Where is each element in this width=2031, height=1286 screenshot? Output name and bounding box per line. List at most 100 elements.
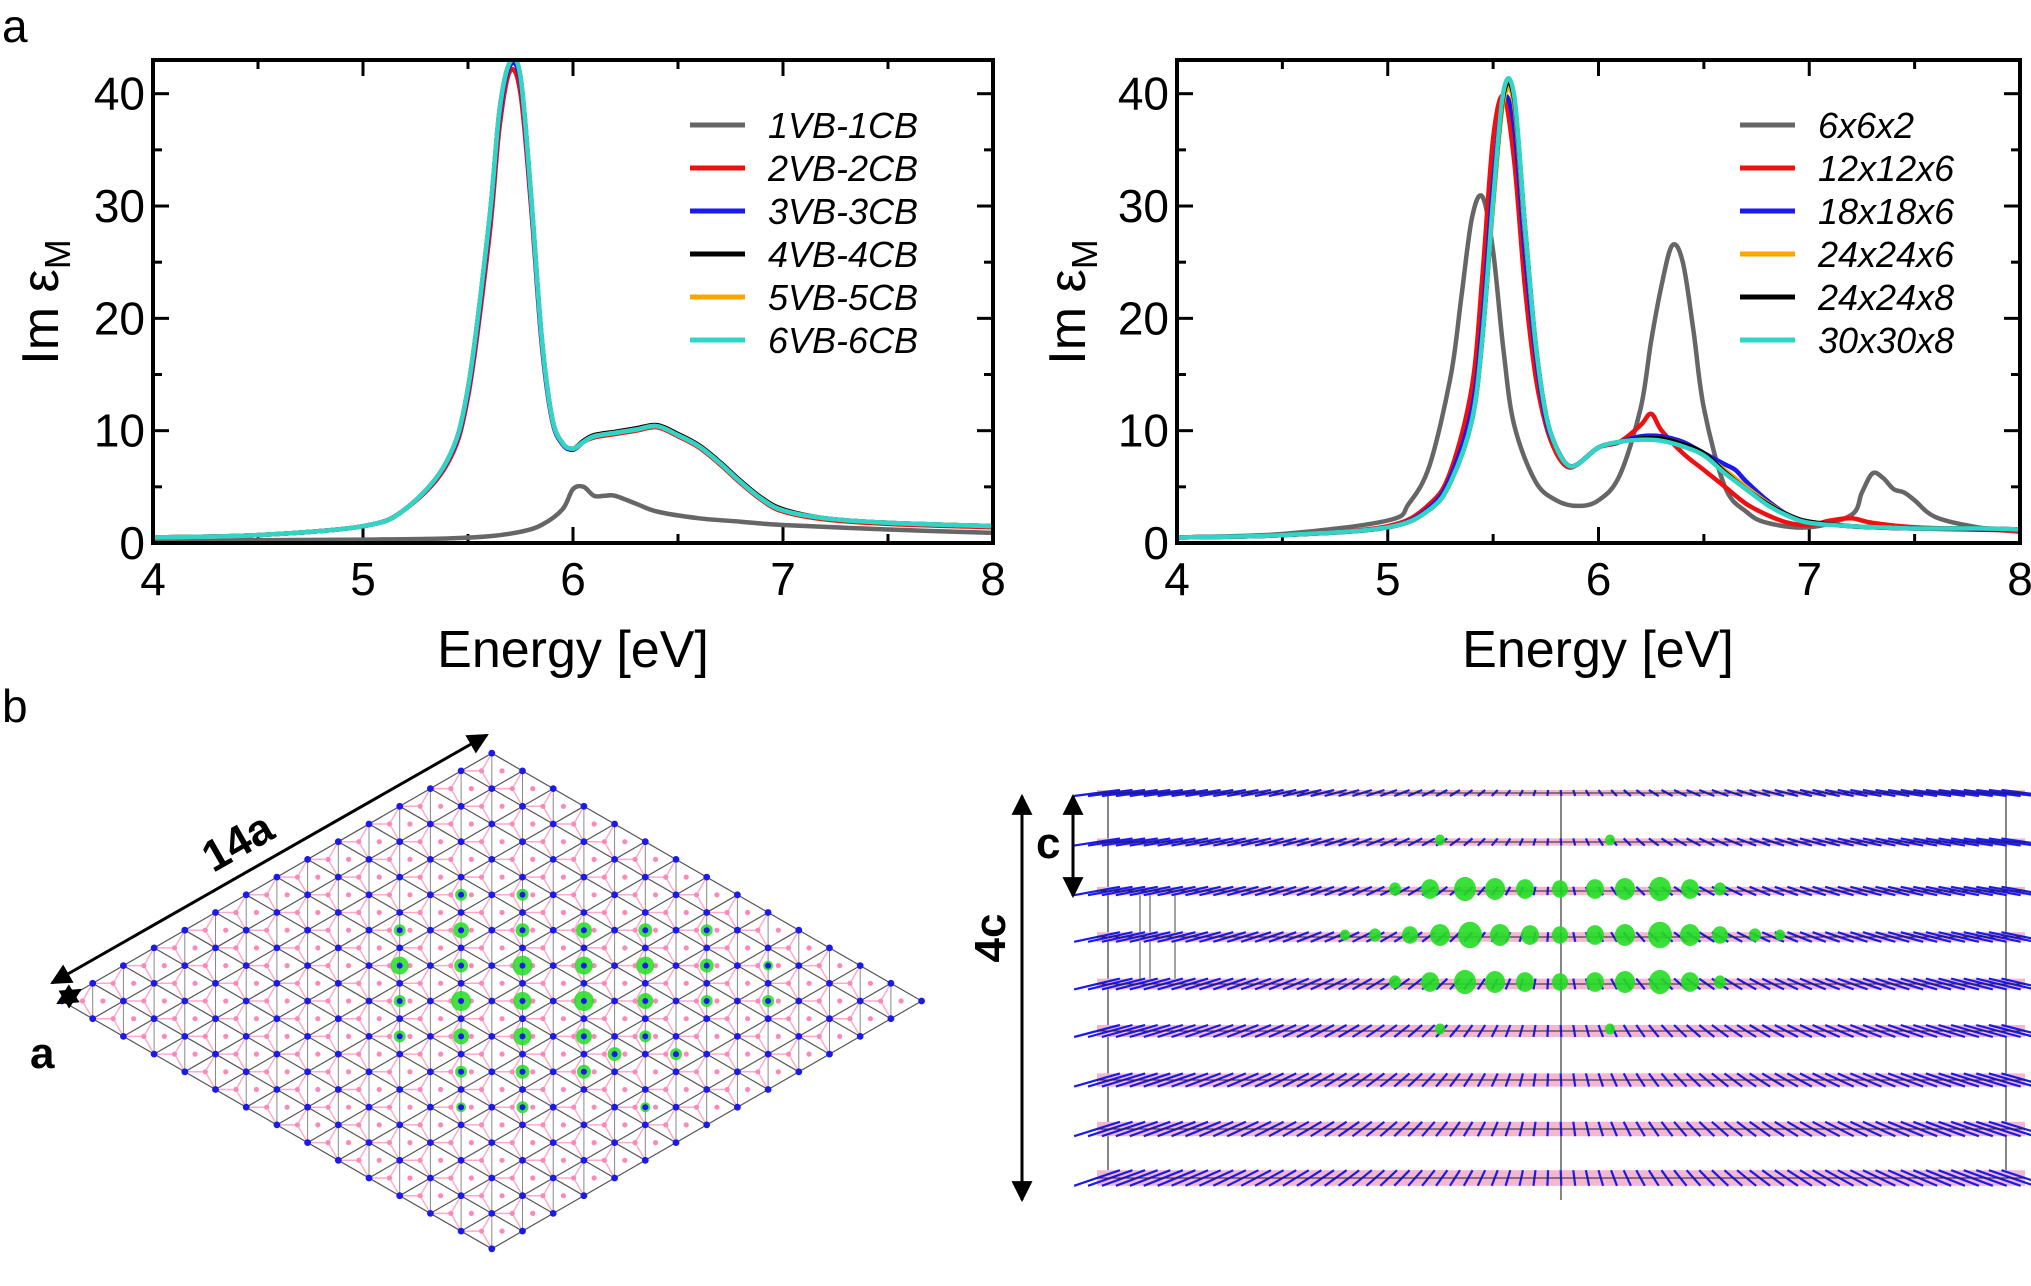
atom-b (377, 1087, 382, 1092)
atom-b (510, 786, 515, 791)
atom-n (151, 1015, 158, 1022)
atom-n (488, 962, 495, 969)
atom-n (673, 856, 680, 863)
atom-n (396, 945, 403, 952)
atom-n (642, 1033, 648, 1039)
atom-b (684, 1122, 689, 1127)
atom-b (325, 998, 330, 1003)
atom-n (642, 998, 648, 1004)
atom-n (642, 927, 648, 933)
atom-n (397, 1033, 403, 1039)
atom-n (458, 963, 464, 969)
atom-b (377, 981, 382, 986)
atom-n (151, 980, 158, 987)
atom-n (520, 1104, 526, 1110)
atom-b (346, 963, 351, 968)
atom-b (510, 1140, 515, 1145)
atom-b (510, 1175, 515, 1180)
atom-b (315, 1122, 320, 1127)
atom-b (806, 1052, 811, 1057)
atom-b (469, 1034, 474, 1039)
chart-right-xlabel: Energy [eV] (1462, 621, 1734, 679)
atom-n (519, 838, 526, 845)
atom-b (438, 1122, 443, 1127)
atom-n (611, 962, 618, 969)
exciton-density (1389, 882, 1401, 895)
atom-b (663, 1087, 668, 1092)
exciton-density (1435, 835, 1445, 846)
atom-b (622, 1158, 627, 1163)
exciton-density (1605, 835, 1615, 846)
atom-b (356, 1087, 361, 1092)
atom-b (315, 910, 320, 915)
atom-b (622, 875, 627, 880)
atom-b (438, 945, 443, 950)
atom-n (396, 1086, 403, 1093)
atom-n (458, 803, 465, 810)
exciton-density (1516, 972, 1534, 992)
atom-b (192, 981, 197, 986)
atom-b (387, 1175, 392, 1180)
atom-n (89, 980, 96, 987)
atom-b (653, 928, 658, 933)
atom-n (612, 1051, 618, 1057)
atom-b (479, 875, 484, 880)
atom-b (233, 1016, 238, 1021)
atom-n (550, 821, 557, 828)
atom-b (469, 786, 474, 791)
legend-entry: 5VB-5CB (768, 277, 918, 318)
atom-b (530, 1140, 535, 1145)
dim-14a-label: 14a (194, 803, 283, 882)
exciton-density (1680, 924, 1700, 946)
exciton-density (1586, 879, 1604, 899)
atom-b (745, 981, 750, 986)
atom-n (304, 891, 311, 898)
atom-n (734, 891, 741, 898)
chart-left-legend: 1VB-1CB2VB-2CB3VB-3CB4VB-4CB5VB-5CB6VB-6… (690, 105, 918, 361)
atom-n (703, 1051, 710, 1058)
atom-n (550, 1175, 557, 1182)
atom-n (642, 838, 649, 845)
atom-b (632, 857, 637, 862)
atom-n (366, 998, 373, 1005)
atom-b (407, 1105, 412, 1110)
chart-left-ylabel-main: Im ε (12, 269, 70, 364)
atom-b (663, 1016, 668, 1021)
atom-n (427, 891, 434, 898)
atom-n (795, 998, 802, 1005)
atom-b (540, 1052, 545, 1057)
exciton-density (1435, 1024, 1445, 1035)
atom-n (673, 1104, 680, 1111)
atom-b (418, 875, 423, 880)
atom-b (653, 1069, 658, 1074)
atom-b (540, 1193, 545, 1198)
atom-n (581, 998, 587, 1004)
x-tick-label: 6 (560, 553, 586, 605)
atom-b (540, 981, 545, 986)
atom-b (868, 1016, 873, 1021)
atom-n (304, 1033, 311, 1040)
atom-n (550, 891, 557, 898)
atom-b (622, 945, 627, 950)
atom-b (448, 1211, 453, 1216)
atom-b (684, 1087, 689, 1092)
atom-b (510, 1069, 515, 1074)
atom-b (510, 892, 515, 897)
atom-b (162, 1034, 167, 1039)
atom-b (837, 963, 842, 968)
atom-b (233, 1087, 238, 1092)
atom-b (571, 1034, 576, 1039)
atom-b (684, 910, 689, 915)
atom-b (418, 945, 423, 950)
atom-n (673, 1139, 680, 1146)
atom-b (745, 1052, 750, 1057)
atom-n (304, 927, 311, 934)
legend-entry: 3VB-3CB (768, 191, 918, 232)
atom-b (684, 945, 689, 950)
atom-n (673, 1033, 680, 1040)
atom-n (519, 1192, 526, 1199)
atom-b (561, 1193, 566, 1198)
atom-n (795, 962, 802, 969)
atom-n (550, 1068, 557, 1075)
atom-b (653, 892, 658, 897)
